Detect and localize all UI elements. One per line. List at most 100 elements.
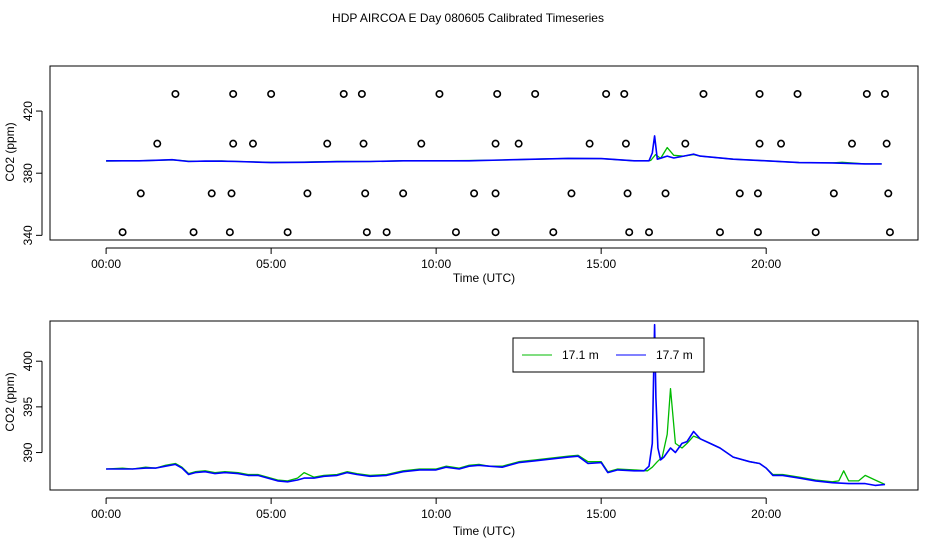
top-point-marker bbox=[339, 89, 348, 98]
top-point-marker bbox=[359, 139, 368, 148]
top-y-axis-label: CO2 (ppm) bbox=[3, 122, 17, 181]
top-plot-frame bbox=[49, 65, 919, 241]
top-x-tick-label: 00:00 bbox=[91, 257, 121, 271]
top-point-marker bbox=[753, 189, 762, 198]
top-x-tick-label: 20:00 bbox=[751, 257, 781, 271]
top-point-marker bbox=[189, 228, 198, 237]
top-point-marker bbox=[362, 228, 371, 237]
top-point-marker bbox=[777, 139, 786, 148]
top-point-marker bbox=[491, 189, 500, 198]
top-point-marker bbox=[549, 228, 558, 237]
top-point-marker bbox=[531, 89, 540, 98]
top-point-marker bbox=[623, 189, 632, 198]
top-series-line-1 bbox=[106, 135, 882, 165]
bottom-x-axis-label: Time (UTC) bbox=[453, 524, 515, 538]
top-point-marker bbox=[681, 139, 690, 148]
legend-label-17-1m: 17.1 m bbox=[562, 348, 599, 362]
top-y-axis: 340 380 420 bbox=[21, 101, 43, 245]
top-point-marker bbox=[884, 189, 893, 198]
top-point-marker bbox=[755, 139, 764, 148]
top-point-marker bbox=[829, 189, 838, 198]
bottom-plot-area bbox=[49, 320, 919, 491]
top-point-marker bbox=[323, 139, 332, 148]
top-point-marker bbox=[225, 228, 234, 237]
top-point-marker bbox=[267, 89, 276, 98]
top-point-marker bbox=[118, 228, 127, 237]
top-point-marker bbox=[136, 189, 145, 198]
top-point-marker bbox=[602, 89, 611, 98]
bottom-x-tick-label: 15:00 bbox=[586, 507, 616, 521]
top-x-axis: 00:00 05:00 10:00 15:00 20:00 bbox=[91, 247, 782, 271]
top-point-marker bbox=[493, 89, 502, 98]
top-point-marker bbox=[229, 139, 238, 148]
top-point-marker bbox=[417, 139, 426, 148]
top-point-marker bbox=[847, 139, 856, 148]
top-x-tick-label: 15:00 bbox=[586, 257, 616, 271]
top-point-marker bbox=[470, 189, 479, 198]
top-point-marker bbox=[882, 139, 891, 148]
top-point-marker bbox=[357, 89, 366, 98]
top-point-marker bbox=[361, 189, 370, 198]
bottom-y-tick-label: 400 bbox=[21, 351, 35, 371]
bottom-panel: 00:00 05:00 10:00 15:00 20:00 390 395 400 Time… bbox=[3, 320, 919, 538]
top-point-marker bbox=[207, 189, 216, 198]
top-point-marker bbox=[585, 139, 594, 148]
top-point-marker bbox=[491, 228, 500, 237]
top-point-marker bbox=[793, 89, 802, 98]
bottom-x-tick-label: 20:00 bbox=[751, 507, 781, 521]
top-point-marker bbox=[620, 89, 629, 98]
top-point-marker bbox=[625, 228, 634, 237]
bottom-x-tick-label: 10:00 bbox=[421, 507, 451, 521]
top-point-marker bbox=[171, 89, 180, 98]
top-point-marker bbox=[399, 189, 408, 198]
bottom-y-tick-label: 395 bbox=[21, 397, 35, 417]
top-point-marker bbox=[880, 89, 889, 98]
figure-title: HDP AIRCOA E Day 080605 Calibrated Times… bbox=[332, 11, 604, 25]
top-point-marker bbox=[645, 228, 654, 237]
top-point-marker bbox=[153, 139, 162, 148]
top-point-marker bbox=[514, 139, 523, 148]
top-point-marker bbox=[567, 189, 576, 198]
top-point-marker bbox=[715, 228, 724, 237]
top-point-marker bbox=[735, 189, 744, 198]
top-point-marker bbox=[248, 139, 257, 148]
top-panel: 00:00 05:00 10:00 15:00 20:00 340 380 420 Time… bbox=[3, 65, 919, 285]
top-point-marker bbox=[885, 228, 894, 237]
top-point-marker bbox=[661, 189, 670, 198]
legend: 17.1 m 17.7 m bbox=[512, 337, 705, 373]
bottom-y-axis-label: CO2 (ppm) bbox=[3, 372, 17, 431]
top-point-marker bbox=[699, 89, 708, 98]
top-x-tick-label: 05:00 bbox=[256, 257, 286, 271]
top-point-marker bbox=[862, 89, 871, 98]
top-point-marker bbox=[229, 89, 238, 98]
top-point-marker bbox=[435, 89, 444, 98]
top-point-marker bbox=[303, 189, 312, 198]
top-point-marker bbox=[382, 228, 391, 237]
top-point-marker bbox=[753, 228, 762, 237]
bottom-y-tick-label: 390 bbox=[21, 442, 35, 462]
top-x-axis-label: Time (UTC) bbox=[453, 271, 515, 285]
top-y-tick-label: 420 bbox=[21, 101, 35, 121]
top-point-marker bbox=[451, 228, 460, 237]
legend-label-17-7m: 17.7 m bbox=[656, 348, 693, 362]
bottom-series-line-17-7-m bbox=[106, 323, 886, 487]
bottom-y-axis: 390 395 400 bbox=[21, 351, 43, 463]
top-y-tick-label: 340 bbox=[21, 225, 35, 245]
top-point-marker bbox=[227, 189, 236, 198]
top-x-tick-label: 10:00 bbox=[421, 257, 451, 271]
top-point-marks bbox=[118, 89, 894, 237]
top-point-marker bbox=[621, 139, 630, 148]
top-point-marker bbox=[491, 139, 500, 148]
top-series-lines bbox=[106, 135, 882, 165]
bottom-x-tick-label: 00:00 bbox=[91, 507, 121, 521]
top-point-marker bbox=[755, 89, 764, 98]
bottom-x-tick-label: 05:00 bbox=[256, 507, 286, 521]
top-plot-area bbox=[49, 65, 919, 241]
top-y-tick-label: 380 bbox=[21, 163, 35, 183]
bottom-series-lines bbox=[106, 323, 886, 487]
bottom-x-axis: 00:00 05:00 10:00 15:00 20:00 bbox=[91, 497, 782, 521]
top-point-marker bbox=[811, 228, 820, 237]
bottom-plot-frame bbox=[49, 320, 919, 491]
